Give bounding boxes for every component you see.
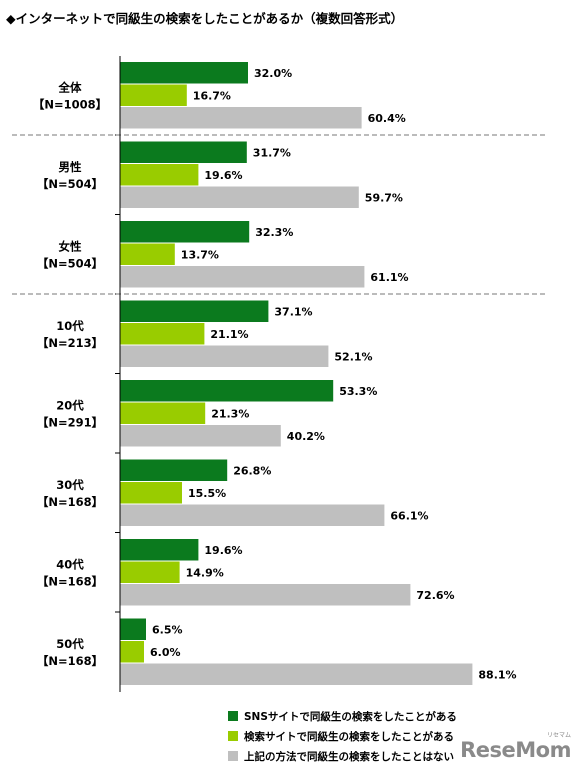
data-label: 19.6% <box>204 169 242 182</box>
legend-swatch-search <box>228 731 238 741</box>
legend-swatch-sns <box>228 711 238 721</box>
category-label: 女性 <box>59 239 82 253</box>
bar <box>120 243 175 265</box>
legend-label-sns: SNSサイトで同級生の検索をしたことがある <box>244 710 457 723</box>
data-label: 31.7% <box>253 146 291 159</box>
category-n-label: 【N=504】 <box>37 256 103 270</box>
category-n-label: 【N=504】 <box>37 177 103 191</box>
bar <box>120 561 180 583</box>
bar <box>120 539 199 561</box>
category-label: 30代 <box>56 478 84 492</box>
bar <box>120 323 205 345</box>
data-label: 60.4% <box>368 112 406 125</box>
resemom-logo: ReseMom リセマム <box>460 732 571 762</box>
bar <box>120 482 182 504</box>
data-label: 72.6% <box>416 589 454 602</box>
bar <box>120 186 359 208</box>
category-label: 男性 <box>59 160 82 174</box>
bar <box>120 618 146 640</box>
category-n-label: 【N=168】 <box>37 574 103 588</box>
legend: SNSサイトで同級生の検索をしたことがある 検索サイトで同級生の検索をしたことが… <box>228 706 457 766</box>
legend-item-search: 検索サイトで同級生の検索をしたことがある <box>228 726 457 746</box>
bar <box>120 504 385 526</box>
bar <box>120 584 411 606</box>
bar <box>120 107 362 129</box>
data-label: 61.1% <box>370 271 408 284</box>
category-n-label: 【N=168】 <box>37 495 103 509</box>
bar <box>120 663 473 685</box>
data-label: 14.9% <box>186 566 224 579</box>
bar <box>120 641 144 663</box>
bar <box>120 141 247 163</box>
bar <box>120 425 281 447</box>
data-label: 37.1% <box>274 305 312 318</box>
data-label: 21.3% <box>211 407 249 420</box>
legend-label-search: 検索サイトで同級生の検索をしたことがある <box>244 730 454 743</box>
data-label: 66.1% <box>390 509 428 522</box>
data-label: 19.6% <box>204 544 242 557</box>
data-label: 53.3% <box>339 385 377 398</box>
category-label: 10代 <box>56 319 84 333</box>
category-label: 50代 <box>56 637 84 651</box>
legend-item-none: 上記の方法で同級生の検索をしたことはない <box>228 746 457 766</box>
data-label: 32.0% <box>254 67 292 80</box>
legend-item-sns: SNSサイトで同級生の検索をしたことがある <box>228 706 457 726</box>
bar <box>120 164 199 186</box>
bar <box>120 345 329 367</box>
data-label: 40.2% <box>287 430 325 443</box>
bar <box>120 300 269 322</box>
legend-label-none: 上記の方法で同級生の検索をしたことはない <box>244 750 454 763</box>
bar <box>120 221 250 243</box>
category-label: 40代 <box>56 557 84 571</box>
bar <box>120 402 206 424</box>
category-n-label: 【N=213】 <box>37 336 103 350</box>
category-n-label: 【N=168】 <box>37 654 103 668</box>
logo-subtext: リセマム <box>546 732 571 739</box>
category-label: 20代 <box>56 398 84 412</box>
bar <box>120 266 365 288</box>
bar-chart: 32.0% 16.7% 60.4% 全体【N=1008】 31.7% 19.6% 59.7%… <box>12 56 545 692</box>
legend-swatch-none <box>228 751 238 761</box>
bar <box>120 84 187 106</box>
data-label: 26.8% <box>233 464 271 477</box>
data-label: 16.7% <box>193 89 231 102</box>
bar <box>120 459 228 481</box>
data-label: 52.1% <box>334 350 372 363</box>
logo-text: ReseMom <box>460 738 571 762</box>
data-label: 15.5% <box>188 487 226 500</box>
bar <box>120 380 334 402</box>
data-label: 59.7% <box>365 191 403 204</box>
category-n-label: 【N=291】 <box>37 415 103 429</box>
data-label: 32.3% <box>255 226 293 239</box>
data-label: 13.7% <box>181 248 219 261</box>
chart-title: ◆インターネットで同級生の検索をしたことがあるか（複数回答形式） <box>6 11 404 26</box>
data-label: 6.0% <box>150 646 181 659</box>
category-label: 全体 <box>58 80 82 94</box>
category-n-label: 【N=1008】 <box>33 97 107 111</box>
data-label: 88.1% <box>478 668 516 681</box>
data-label: 6.5% <box>152 623 183 636</box>
bar <box>120 62 248 84</box>
data-label: 21.1% <box>210 328 248 341</box>
